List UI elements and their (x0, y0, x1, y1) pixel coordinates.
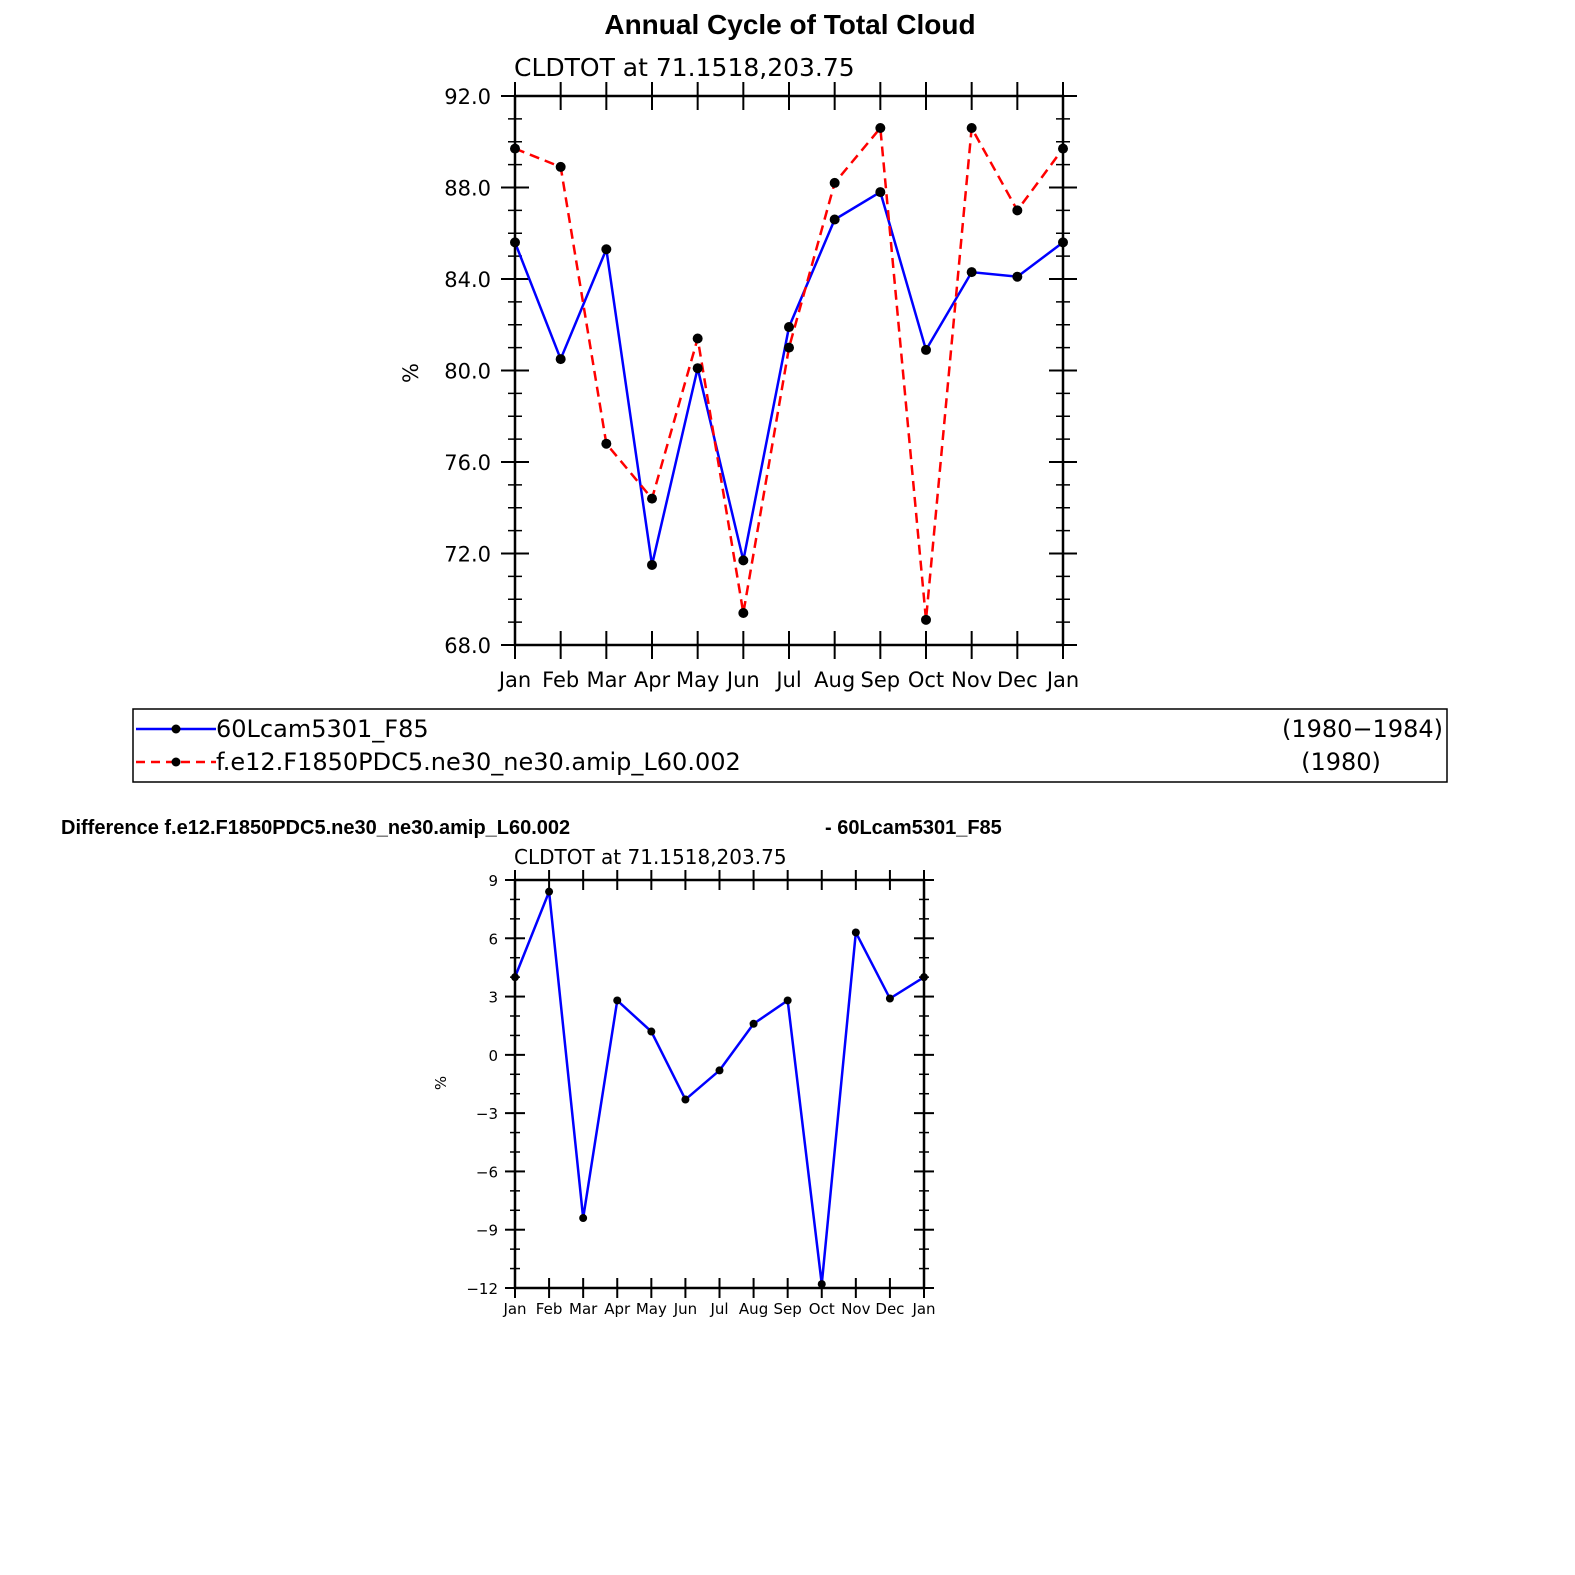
legend-box (132, 708, 1448, 783)
difference-title-left: Difference f.e12.F1850PDC5.ne30_ne30.ami… (61, 817, 570, 839)
bottom-series-1-point (783, 996, 792, 1005)
top-series-1-line (513, 190, 1064, 566)
legend-period-series-1: (1980−1984) (1282, 715, 1443, 743)
top-series-1-point (738, 555, 749, 566)
top-x-tick-label: Oct (908, 668, 944, 692)
bottom-x-tick-label: Oct (809, 1300, 835, 1318)
top-y-tick-label: 72.0 (444, 543, 491, 567)
top-series-2-point (692, 333, 703, 344)
bottom-series-1-point (681, 1095, 690, 1104)
bottom-series-1-point (579, 1214, 588, 1223)
bottom-x-tick-label: Feb (536, 1300, 563, 1318)
bottom-y-tick-label: −6 (476, 1163, 498, 1181)
top-series-1-point (647, 559, 657, 570)
bottom-x-tick-label: Dec (875, 1300, 904, 1318)
top-series-2-point (784, 342, 794, 353)
bottom-plot-frame (513, 878, 926, 1290)
bottom-series-1-point (749, 1019, 758, 1028)
bottom-series-1-point (885, 994, 894, 1003)
top-series-1-point (784, 322, 794, 333)
annual-cycle-chart: CLDTOT at 71.1518,203.75 % Jan Feb Mar Apr M… (399, 53, 1079, 692)
top-series-1-point (966, 267, 977, 278)
bottom-series-1-line (513, 891, 925, 1285)
bottom-y-tick-label: 9 (488, 872, 498, 890)
bottom-y-tick-label: −3 (476, 1105, 498, 1123)
top-series-2-point (601, 438, 612, 449)
top-x-tick-label: Jan (1045, 668, 1079, 692)
top-chart-subtitle: CLDTOT at 71.1518,203.75 (514, 53, 855, 82)
bottom-x-tick-label: Aug (739, 1300, 768, 1318)
top-series-1-point (1012, 271, 1023, 282)
top-y-tick-label: 84.0 (444, 268, 491, 292)
top-series-2-point (647, 493, 657, 504)
legend: 60Lcam5301_F85 (1980−1984) f.e12.F1850PD… (132, 708, 1448, 783)
top-series-2-point (966, 123, 977, 134)
bottom-chart-subtitle: CLDTOT at 71.1518,203.75 (514, 845, 787, 869)
top-x-tick-label: Jan (497, 668, 531, 692)
bottom-y-axis-label: % (432, 1076, 450, 1090)
bottom-x-tick-label: Jun (673, 1300, 697, 1318)
bottom-x-tick-label: Mar (569, 1300, 598, 1318)
top-y-axis-label: % (399, 363, 423, 383)
top-series-2-point (555, 161, 566, 172)
top-series-2-point (921, 614, 931, 625)
bottom-series-1-point (851, 928, 860, 937)
bottom-series-1-point (613, 996, 622, 1005)
top-x-tick-label: Nov (951, 668, 992, 692)
bottom-series-1-point (715, 1066, 724, 1075)
top-y-tick-label: 68.0 (444, 634, 491, 658)
bottom-series-1-point (647, 1027, 656, 1036)
bottom-x-tick-label: Nov (841, 1300, 870, 1318)
top-series-2-point (738, 607, 749, 618)
top-x-tick-label: Sep (861, 668, 901, 692)
top-x-tick-label: Mar (587, 668, 627, 692)
top-y-tick-label: 88.0 (444, 177, 491, 201)
difference-title-right: - 60Lcam5301_F85 (825, 817, 1002, 839)
bottom-y-tick-label: −9 (476, 1222, 498, 1240)
chart-title: Annual Cycle of Total Cloud (604, 9, 975, 40)
legend-period-series-2: (1980) (1301, 748, 1381, 776)
top-x-tick-label: Dec (997, 668, 1038, 692)
bottom-x-tick-label: Jan (911, 1300, 935, 1318)
difference-chart: CLDTOT at 71.1518,203.75 % Jan Feb Mar Apr M… (432, 845, 936, 1318)
legend-label-series-2: f.e12.F1850PDC5.ne30_ne30.amip_L60.002 (216, 748, 741, 776)
legend-marker-series-1 (171, 724, 181, 734)
top-x-tick-label: Feb (542, 668, 579, 692)
top-series-1-point (692, 363, 703, 374)
bottom-y-tick-label: 6 (488, 930, 498, 948)
top-x-tick-label: Jul (774, 668, 801, 692)
bottom-x-tick-label: Jul (709, 1300, 728, 1318)
bottom-y-tick-label: −12 (466, 1280, 498, 1298)
top-series-2-line (514, 123, 1065, 620)
bottom-x-tick-label: Apr (604, 1300, 631, 1318)
top-series-1-point (555, 354, 566, 365)
top-series-2-point (1012, 205, 1023, 216)
bottom-x-tick-label: May (636, 1300, 667, 1318)
top-series-2-point (875, 123, 886, 134)
bottom-x-tick-label: Jan (502, 1300, 526, 1318)
top-x-tick-label: Jun (725, 668, 760, 692)
top-x-tick-label: May (676, 668, 719, 692)
legend-marker-series-2 (171, 757, 181, 767)
top-series-1-point (875, 187, 886, 198)
top-series-1-point (829, 214, 840, 225)
top-y-tick-label: 76.0 (444, 451, 491, 475)
top-y-tick-label: 92.0 (444, 85, 491, 109)
bottom-x-tick-label: Sep (774, 1300, 802, 1318)
top-y-tick-label: 80.0 (444, 360, 491, 384)
top-x-tick-label: Aug (814, 668, 855, 692)
top-series-1-point (601, 244, 612, 255)
bottom-y-tick-label: 0 (488, 1047, 498, 1065)
top-x-tick-label: Apr (634, 668, 671, 692)
top-series-1-point (921, 344, 931, 355)
bottom-series-1-point (545, 887, 554, 896)
bottom-y-tick-label: 3 (488, 989, 498, 1007)
legend-label-series-1: 60Lcam5301_F85 (216, 715, 429, 743)
bottom-series-1-point (817, 1280, 826, 1289)
top-plot-frame (513, 94, 1065, 647)
top-series-2-point (829, 177, 840, 188)
